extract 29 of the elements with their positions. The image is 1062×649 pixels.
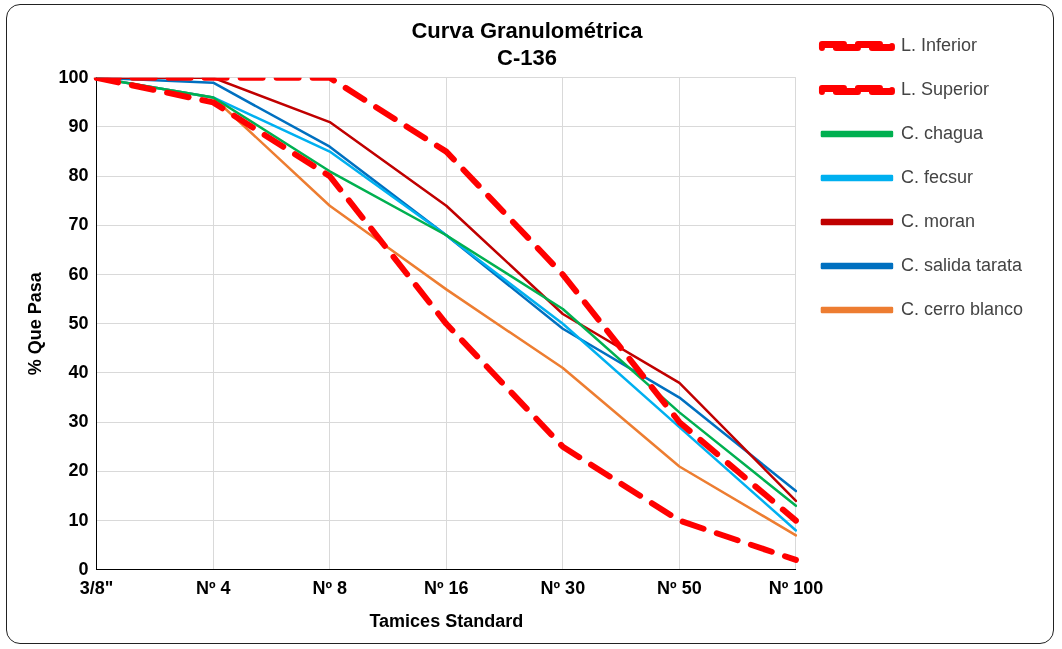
- legend-label: C. moran: [900, 210, 975, 231]
- y-tick-label: 0: [78, 558, 89, 579]
- y-tick-label: 10: [68, 509, 89, 530]
- x-tick-label: Nº 16: [423, 577, 469, 598]
- y-tick-label: 30: [68, 411, 89, 432]
- legend-label: L. Inferior: [900, 34, 977, 55]
- chart-title: Curva Granulométrica: [411, 18, 644, 44]
- y-tick-label: 70: [68, 214, 89, 235]
- x-tick-label: Nº 50: [657, 577, 702, 598]
- y-tick-label: 40: [68, 361, 89, 382]
- y-tick-label: 60: [68, 263, 89, 284]
- x-axis-title: Tamices Standard: [369, 611, 524, 632]
- y-tick-label: 20: [68, 460, 89, 481]
- legend-label: C. salida tarata: [900, 254, 1023, 275]
- x-tick-label: Nº 8: [312, 577, 348, 598]
- legend-label: C. cerro blanco: [900, 298, 1024, 319]
- y-tick-label: 50: [68, 312, 89, 333]
- y-tick-label: 90: [68, 115, 89, 136]
- y-axis-title: % Que Pasa: [24, 271, 45, 376]
- y-tick-label: 80: [68, 165, 89, 186]
- x-tick-label: Nº 4: [195, 577, 231, 598]
- legend-label: C. fecsur: [900, 166, 973, 187]
- x-tick-label: Nº 30: [540, 577, 586, 598]
- chart-subtitle: C-136: [497, 44, 557, 70]
- x-tick-label: Nº 100: [768, 577, 824, 598]
- legend-label: C. chagua: [900, 122, 984, 143]
- y-tick-label: 100: [58, 66, 89, 87]
- legend-label: L. Superior: [900, 78, 990, 99]
- x-tick-label: 3/8": [79, 577, 114, 598]
